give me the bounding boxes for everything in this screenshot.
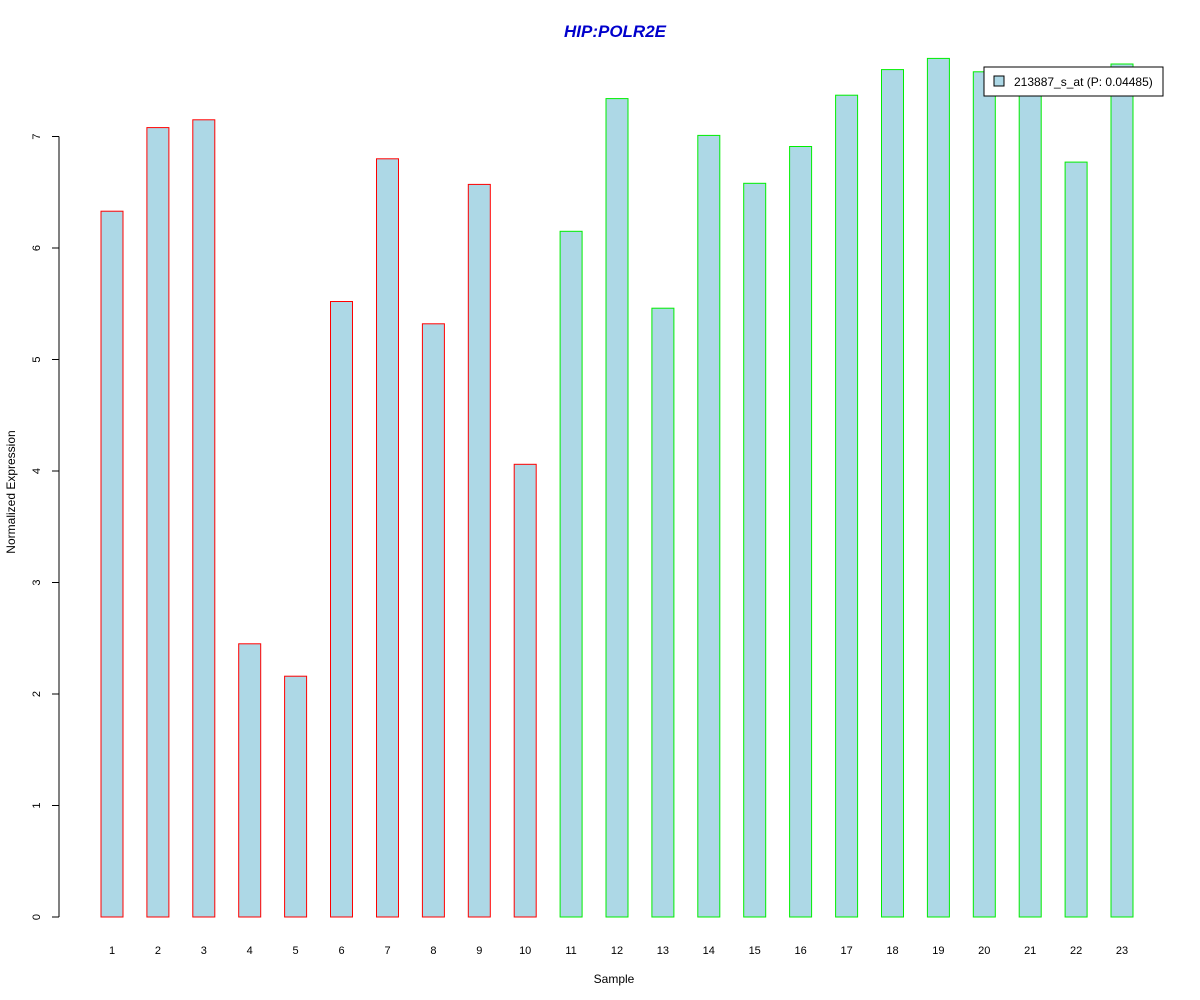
bar-sample-11	[559, 230, 583, 918]
bar-sample-10	[513, 463, 537, 918]
x-tick-label: 9	[476, 945, 482, 957]
x-tick-label: 6	[338, 945, 344, 957]
x-tick-label: 19	[932, 945, 944, 957]
y-tick-label: 7	[31, 133, 43, 139]
x-tick-label: 3	[201, 945, 207, 957]
bar-sample-16	[789, 146, 813, 918]
legend-box	[983, 66, 1164, 97]
bar-sample-8	[421, 323, 445, 918]
bar-sample-23	[1110, 63, 1134, 918]
y-tick-label: 0	[31, 914, 43, 920]
x-tick-label: 10	[519, 945, 531, 957]
x-tick-label: 17	[840, 945, 852, 957]
y-tick-label: 3	[31, 579, 43, 585]
legend-label: 213887_s_at (P: 0.04485)	[1014, 75, 1153, 89]
bar-sample-1	[100, 210, 124, 918]
legend: 213887_s_at (P: 0.04485)	[983, 66, 1164, 97]
bar-sample-18	[881, 69, 904, 918]
y-tick-label: 6	[31, 245, 43, 251]
x-axis-labels: 1 2 3 4 5 6 7 8 9 10 11 12 13 14 15 16 17 18 19 20 21 22 23	[109, 945, 1128, 957]
y-axis: 0 1 2 3 4 5 6 7	[31, 133, 60, 920]
x-tick-label: 12	[611, 945, 623, 957]
bar-sample-5	[284, 675, 308, 918]
x-tick-label: 1	[109, 945, 115, 957]
x-tick-label: 21	[1024, 945, 1036, 957]
x-tick-label: 16	[794, 945, 806, 957]
bar-sample-2	[146, 127, 170, 918]
bar-sample-17	[835, 94, 859, 918]
bar-sample-9	[467, 183, 491, 918]
bar-sample-20	[972, 71, 996, 918]
y-axis-title: Normalized Expression	[4, 430, 18, 553]
y-tick-label: 2	[31, 691, 43, 697]
bar-sample-14	[697, 134, 721, 918]
bar-sample-15	[743, 182, 767, 918]
x-tick-label: 8	[430, 945, 436, 957]
x-tick-label: 2	[155, 945, 161, 957]
bars	[100, 57, 1134, 918]
legend-swatch	[993, 75, 1005, 87]
bar-sample-7	[376, 158, 399, 918]
x-tick-label: 5	[293, 945, 299, 957]
y-tick-label: 4	[31, 468, 43, 474]
x-tick-label: 15	[749, 945, 761, 957]
bar-sample-12	[605, 98, 629, 918]
bar-sample-6	[330, 301, 353, 918]
x-tick-label: 7	[384, 945, 390, 957]
x-tick-label: 20	[978, 945, 990, 957]
x-tick-label: 18	[886, 945, 898, 957]
x-tick-label: 11	[565, 945, 576, 957]
x-axis-title: Sample	[594, 972, 635, 986]
bar-sample-21	[1018, 88, 1042, 918]
bar-sample-22	[1064, 161, 1088, 918]
x-tick-label: 14	[703, 945, 715, 957]
bar-sample-4	[238, 643, 262, 918]
x-tick-label: 4	[247, 945, 253, 957]
y-tick-label: 1	[31, 802, 43, 808]
chart-title: HIP:POLR2E	[564, 22, 667, 41]
bar-sample-19	[926, 57, 950, 918]
x-tick-label: 23	[1116, 945, 1128, 957]
bar-sample-13	[651, 307, 675, 918]
x-tick-label: 13	[657, 945, 669, 957]
x-tick-label: 22	[1070, 945, 1082, 957]
y-tick-label: 5	[31, 356, 43, 362]
bar-sample-3	[192, 119, 216, 918]
